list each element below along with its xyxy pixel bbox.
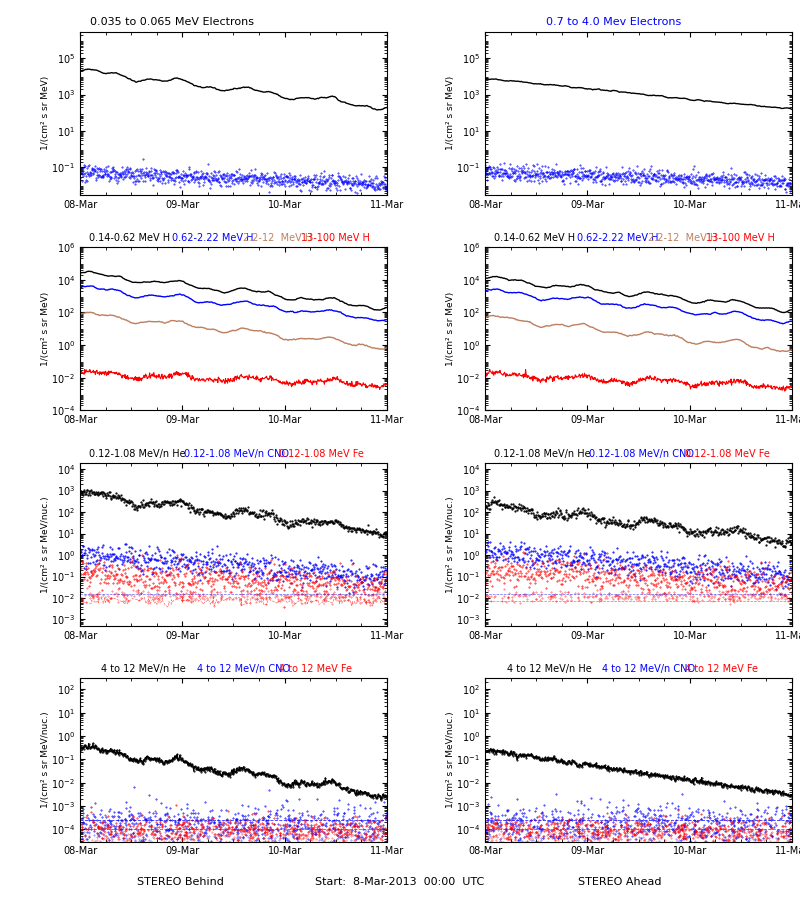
Text: 0.12-1.08 MeV/n He: 0.12-1.08 MeV/n He bbox=[90, 448, 186, 458]
Text: 0.035 to 0.065 MeV Electrons: 0.035 to 0.065 MeV Electrons bbox=[90, 17, 254, 27]
Text: 0.14-0.62 MeV H: 0.14-0.62 MeV H bbox=[494, 233, 575, 243]
Text: 0.7 to 4.0 Mev Electrons: 0.7 to 4.0 Mev Electrons bbox=[546, 17, 682, 27]
Text: 4 to 12 MeV/n CNO: 4 to 12 MeV/n CNO bbox=[602, 664, 695, 674]
Text: 0.12-1.08 MeV/n CNO: 0.12-1.08 MeV/n CNO bbox=[590, 448, 694, 458]
Y-axis label: 1/(cm² s sr MeV/nuc.): 1/(cm² s sr MeV/nuc.) bbox=[446, 712, 454, 808]
Text: 4 to 12 MeV Fe: 4 to 12 MeV Fe bbox=[279, 664, 353, 674]
Text: 0.14-0.62 MeV H: 0.14-0.62 MeV H bbox=[90, 233, 170, 243]
Text: 0.12-1.08 MeV/n CNO: 0.12-1.08 MeV/n CNO bbox=[184, 448, 290, 458]
Text: Start:  8-Mar-2013  00:00  UTC: Start: 8-Mar-2013 00:00 UTC bbox=[315, 877, 485, 886]
Text: 0.62-2.22 MeV H: 0.62-2.22 MeV H bbox=[577, 233, 658, 243]
Y-axis label: 1/(cm² s sr MeV): 1/(cm² s sr MeV) bbox=[446, 76, 455, 150]
Y-axis label: 1/(cm² s sr MeV/nuc.): 1/(cm² s sr MeV/nuc.) bbox=[446, 496, 455, 592]
Text: 13-100 MeV H: 13-100 MeV H bbox=[706, 233, 775, 243]
Text: 0.12-1.08 MeV/n He: 0.12-1.08 MeV/n He bbox=[494, 448, 591, 458]
Text: 4 to 12 MeV/n He: 4 to 12 MeV/n He bbox=[506, 664, 591, 674]
Y-axis label: 1/(cm² s sr MeV): 1/(cm² s sr MeV) bbox=[446, 292, 454, 365]
Text: 4 to 12 MeV/n He: 4 to 12 MeV/n He bbox=[102, 664, 186, 674]
Text: 4 to 12 MeV/n CNO: 4 to 12 MeV/n CNO bbox=[197, 664, 290, 674]
Text: 0.12-1.08 MeV Fe: 0.12-1.08 MeV Fe bbox=[685, 448, 770, 458]
Text: 0.62-2.22 MeV H: 0.62-2.22 MeV H bbox=[172, 233, 254, 243]
Text: STEREO Ahead: STEREO Ahead bbox=[578, 877, 662, 886]
Text: 0.12-1.08 MeV Fe: 0.12-1.08 MeV Fe bbox=[279, 448, 364, 458]
Text: 2.2-12  MeV H: 2.2-12 MeV H bbox=[648, 233, 717, 243]
Y-axis label: 1/(cm² s sr MeV): 1/(cm² s sr MeV) bbox=[41, 76, 50, 150]
Text: 4 to 12 MeV Fe: 4 to 12 MeV Fe bbox=[685, 664, 758, 674]
Y-axis label: 1/(cm² s sr MeV): 1/(cm² s sr MeV) bbox=[41, 292, 50, 365]
Y-axis label: 1/(cm² s sr MeV/nuc.): 1/(cm² s sr MeV/nuc.) bbox=[41, 496, 50, 592]
Text: 2.2-12  MeV H: 2.2-12 MeV H bbox=[242, 233, 312, 243]
Y-axis label: 1/(cm² s sr MeV/nuc.): 1/(cm² s sr MeV/nuc.) bbox=[41, 712, 50, 808]
Text: 13-100 MeV H: 13-100 MeV H bbox=[301, 233, 370, 243]
Text: STEREO Behind: STEREO Behind bbox=[137, 877, 223, 886]
